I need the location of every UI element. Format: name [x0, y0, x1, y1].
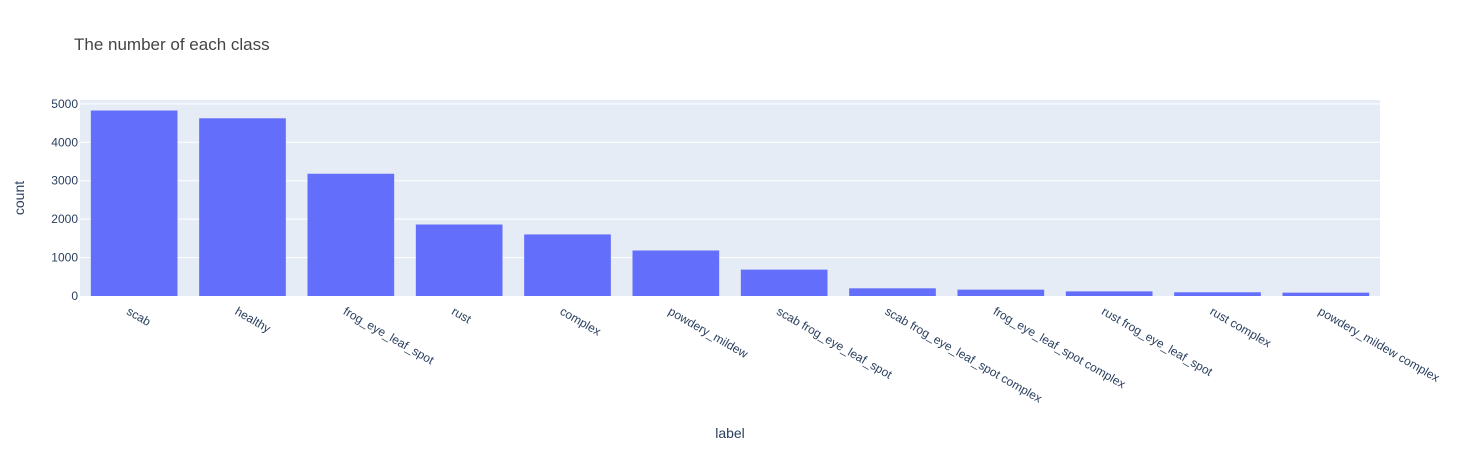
- bars: [90, 110, 1370, 296]
- x-tick-label: rust complex: [1208, 304, 1274, 350]
- y-tick-label: 4000: [51, 135, 78, 149]
- bar-healthy[interactable]: [199, 118, 286, 296]
- x-tick-label: powdery_mildew: [666, 304, 751, 361]
- bar-rust-frog-eye-leaf-spot[interactable]: [1065, 291, 1153, 296]
- y-tick-label: 3000: [51, 174, 78, 188]
- bar-scab-frog-eye-leaf-spot-complex[interactable]: [849, 288, 936, 296]
- x-tick-label: rust: [449, 304, 474, 326]
- x-tick-label: complex: [558, 304, 604, 338]
- bar-powdery-mildew[interactable]: [632, 250, 720, 296]
- bar-rust-complex[interactable]: [1174, 292, 1261, 296]
- bar-scab[interactable]: [90, 110, 178, 296]
- x-tick-label: powdery_mildew complex: [1316, 304, 1442, 385]
- x-tick-label: frog_eye_leaf_spot: [341, 304, 437, 367]
- y-tick-label: 5000: [51, 97, 78, 111]
- chart-title: The number of each class: [74, 35, 270, 54]
- x-tick-label: healthy: [233, 304, 274, 335]
- bar-rust[interactable]: [415, 224, 503, 296]
- bar-scab-frog-eye-leaf-spot[interactable]: [740, 269, 828, 296]
- x-tick-label: scab: [124, 304, 153, 329]
- bar-powdery-mildew-complex[interactable]: [1282, 292, 1370, 296]
- plot-background: [80, 100, 1380, 296]
- x-tick-label: rust frog_eye_leaf_spot: [1099, 304, 1215, 379]
- y-tick-label: 1000: [51, 251, 78, 265]
- y-axis-title: count: [11, 181, 27, 215]
- gridlines: [80, 103, 1380, 259]
- bar-frog-eye-leaf-spot-complex[interactable]: [957, 289, 1045, 296]
- y-tick-label: 0: [71, 289, 78, 303]
- y-tick-label: 2000: [51, 212, 78, 226]
- y-axis-ticks: 0 1000 2000 3000 4000 5000: [51, 97, 78, 303]
- bar-complex[interactable]: [524, 234, 611, 296]
- x-axis-title: label: [715, 425, 745, 441]
- x-tick-label: scab frog_eye_leaf_spot: [774, 304, 895, 382]
- bar-frog-eye-leaf-spot[interactable]: [307, 173, 395, 296]
- x-axis-ticks: scab healthy frog_eye_leaf_spot rust complex…: [124, 304, 1442, 406]
